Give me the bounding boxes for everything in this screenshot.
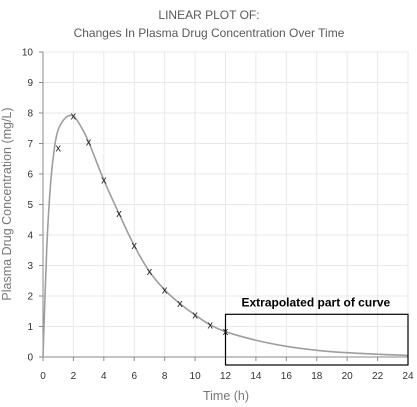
y-tick-label: 8 [27,109,33,120]
y-tick-label: 9 [27,78,33,89]
data-point-marker: x [116,208,122,220]
x-axis-label: Time (h) [203,389,249,403]
x-tick-label: 24 [402,371,414,382]
x-tick-label: 16 [281,371,293,382]
data-point-marker: x [132,240,138,252]
x-tick-label: 12 [220,371,232,382]
y-tick-label: 5 [27,200,33,211]
data-point-marker: x [71,111,77,123]
y-tick-label: 6 [27,170,33,181]
plot-area: 0 2 4 6 8 10 12 14 16 18 20 22 24012345678910xxxxxxx… [22,48,414,383]
x-tick-label: 8 [162,371,168,382]
data-point-marker: x [192,309,198,321]
data-point-marker: x [101,175,107,187]
x-tick-label: 6 [131,371,137,382]
x-tick-label: 10 [190,371,202,382]
data-point-marker: x [208,319,214,331]
data-point-marker: x [86,136,92,148]
y-tick-label: 1 [27,322,33,333]
y-tick-label: 3 [27,261,33,272]
data-point-marker: x [147,266,153,278]
y-axis-label: Plasma Drug Concentration (mg/L) [0,107,14,300]
y-tick-label: 4 [27,231,33,242]
data-point-marker: x [162,284,168,296]
x-tick-label: 20 [342,371,354,382]
x-tick-label: 4 [101,371,107,382]
y-tick-label: 7 [27,139,33,150]
x-tick-label: 18 [311,371,323,382]
y-tick-label: 0 [27,353,33,364]
x-tick-label: 0 [40,371,46,382]
chart-title: LINEAR PLOT OF: [158,8,259,22]
concentration-curve [42,114,409,358]
x-tick-label: 22 [372,371,384,382]
x-tick-label: 14 [250,371,262,382]
data-point-marker: x [177,298,183,310]
extrapolation-label: Extrapolated part of curve [242,295,391,309]
y-tick-label: 2 [27,292,33,303]
chart-subtitle: Changes In Plasma Drug Concentration Ove… [74,26,345,40]
x-tick-label: 2 [71,371,77,382]
y-tick-label: 10 [22,48,34,59]
extrapolation-box [224,313,409,366]
data-point-marker: x [55,143,61,155]
